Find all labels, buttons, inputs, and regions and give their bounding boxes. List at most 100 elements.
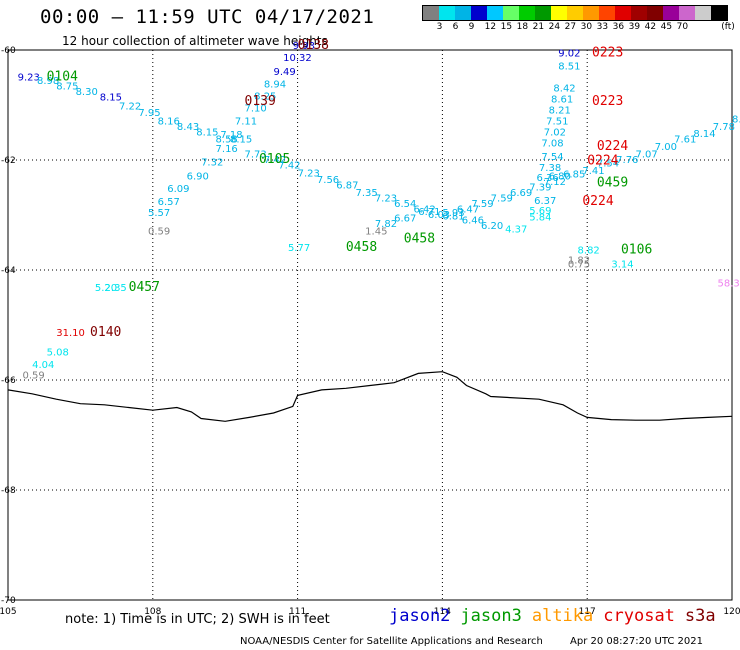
wave-height-value: 8.15 <box>100 93 122 104</box>
legend-swatch <box>631 6 647 20</box>
legend-label: 45 <box>660 22 673 32</box>
legend-labels: 3 6 9 12 15 18 21 24 27 30 33 36 39 42 45 70 (ft) <box>422 21 740 33</box>
legend-swatch <box>551 6 567 20</box>
wave-height-value: 1.45 <box>365 226 387 237</box>
wave-height-value: 7.41 <box>582 166 604 177</box>
wave-height-value: 8.94 <box>264 79 286 90</box>
wave-height-value: 7.38 <box>539 163 561 174</box>
legend-label: 36 <box>612 22 625 32</box>
wave-height-value: 7.59 <box>491 193 513 204</box>
wave-height-value: 58.39 <box>718 279 740 290</box>
pass-time-label: 0139 <box>245 94 276 109</box>
wave-height-value: 7.54 <box>597 159 619 170</box>
wave-height-value: 6.67 <box>394 214 416 225</box>
wave-height-value: 9.02 <box>558 49 580 60</box>
wave-height-value: 6.80 <box>549 171 571 182</box>
satellite-s3a: s3a <box>684 606 716 626</box>
wave-height-value: 7.07 <box>635 149 657 160</box>
wave-height-value: 6.20 <box>481 221 503 232</box>
wave-height-value: 7.23 <box>298 169 320 180</box>
credit-timestamp: Apr 20 08:27:20 UTC 2021 <box>570 636 703 647</box>
pass-time-label: 0458 <box>346 240 377 255</box>
pass-time-label: 0224 <box>597 139 628 154</box>
legend-swatch <box>535 6 551 20</box>
lat-tick-label: -68 <box>1 486 16 496</box>
legend-label: 42 <box>644 22 657 32</box>
credit-line: NOAA/NESDIS Center for Satellite Applica… <box>240 636 727 647</box>
wave-height-value: 8.75 <box>56 82 78 93</box>
wave-height-value: 6.81 <box>442 211 464 222</box>
wave-height-value: 5.93 <box>442 208 464 219</box>
wave-height-value: 8.43 <box>177 122 199 133</box>
wave-height-value: 8.58 <box>216 134 238 145</box>
pass-time-label: 0459 <box>597 175 628 190</box>
wave-height-value: 8.15 <box>230 134 252 145</box>
legend-swatch <box>487 6 503 20</box>
pass-time-label: 0224 <box>582 194 613 209</box>
legend-swatch <box>503 6 519 20</box>
legend-swatch <box>599 6 615 20</box>
wave-height-value: 7.08 <box>541 138 563 149</box>
legend-label: 6 <box>452 22 459 32</box>
wave-height-value: 7.42 <box>264 155 286 166</box>
coastline <box>7 371 733 422</box>
pass-time-label: 0223 <box>592 46 623 61</box>
satellite-altika: altika <box>531 606 594 626</box>
wave-height-value: 9.23 <box>18 72 40 83</box>
wave-height-value: 3.14 <box>611 259 633 270</box>
lat-tick-label: -62 <box>1 156 16 166</box>
wave-height-value: 8.98 <box>37 76 59 87</box>
wave-height-value: 7.95 <box>138 108 160 119</box>
wave-height-value: 0.75 <box>568 259 590 270</box>
legend-label: 18 <box>516 22 529 32</box>
pass-time-label: 0223 <box>592 94 623 109</box>
wave-height-value: 6.69 <box>510 188 532 199</box>
wave-height-value: 7.73 <box>245 149 267 160</box>
legend-swatch <box>663 6 679 20</box>
legend-swatch <box>519 6 535 20</box>
lon-tick-label: 111 <box>289 607 306 617</box>
legend-swatch <box>423 6 439 20</box>
wave-height-value: 5.69 <box>529 206 551 217</box>
pass-time-label: 0140 <box>90 325 121 340</box>
legend-swatch <box>695 6 711 20</box>
wave-height-value: 7.32 <box>201 158 223 169</box>
wave-height-value: 8.33 <box>732 115 740 126</box>
wave-height-legend: 3 6 9 12 15 18 21 24 27 30 33 36 39 42 45 70 (ft) <box>422 5 740 33</box>
axis-tick-labels: 105 108 111 114 117 120 -60 -62 -64 -66 -68 -70 <box>0 46 740 617</box>
lat-lon-grid <box>7 49 733 601</box>
pass-time-label: 0104 <box>47 69 78 84</box>
wave-height-value: 6.85 <box>563 170 585 181</box>
wave-height-value: 7.39 <box>529 182 551 193</box>
wave-height-value: 31.10 <box>56 328 85 339</box>
wave-height-value: 7.02 <box>544 127 566 138</box>
wave-height-value: 8.82 <box>578 246 600 257</box>
wave-height-value: 7.61 <box>674 134 696 145</box>
wave-height-value: 8.16 <box>158 116 180 127</box>
legend-label: (ft) <box>721 22 735 32</box>
wave-height-value: 9.49 <box>273 67 295 78</box>
wave-height-labels: 9.238.988.758.30 8.157.227.958.168.438.15… <box>18 38 740 381</box>
wave-height-value: 0.59 <box>22 370 44 381</box>
pass-time-label: 0138 <box>298 38 329 53</box>
wave-height-value: 6.71 <box>418 207 440 218</box>
legend-color-bar <box>422 5 728 21</box>
satellite-jason2: jason2 <box>389 606 451 626</box>
wave-height-value: 8.15 <box>196 127 218 138</box>
legend-swatch <box>455 6 471 20</box>
wave-height-value: 7.51 <box>546 116 568 127</box>
legend-label: 39 <box>628 22 641 32</box>
credit-organization: NOAA/NESDIS Center for Satellite Applica… <box>240 636 543 647</box>
map-title: 00:00 – 11:59 UTC 04/17/2021 <box>40 6 375 28</box>
legend-label: 12 <box>484 22 497 32</box>
wave-height-value: 7.78 <box>713 122 735 133</box>
legend-label: 15 <box>500 22 513 32</box>
wave-height-value: 4.37 <box>505 225 527 236</box>
legend-label: 21 <box>532 22 545 32</box>
lat-tick-label: -70 <box>1 596 16 606</box>
pass-time-label: 0458 <box>404 232 435 247</box>
footnote: note: 1) Time is in UTC; 2) SWH is in fe… <box>65 612 330 627</box>
wave-height-value: 5.84 <box>529 213 551 224</box>
lon-tick-label: 120 <box>723 607 740 617</box>
